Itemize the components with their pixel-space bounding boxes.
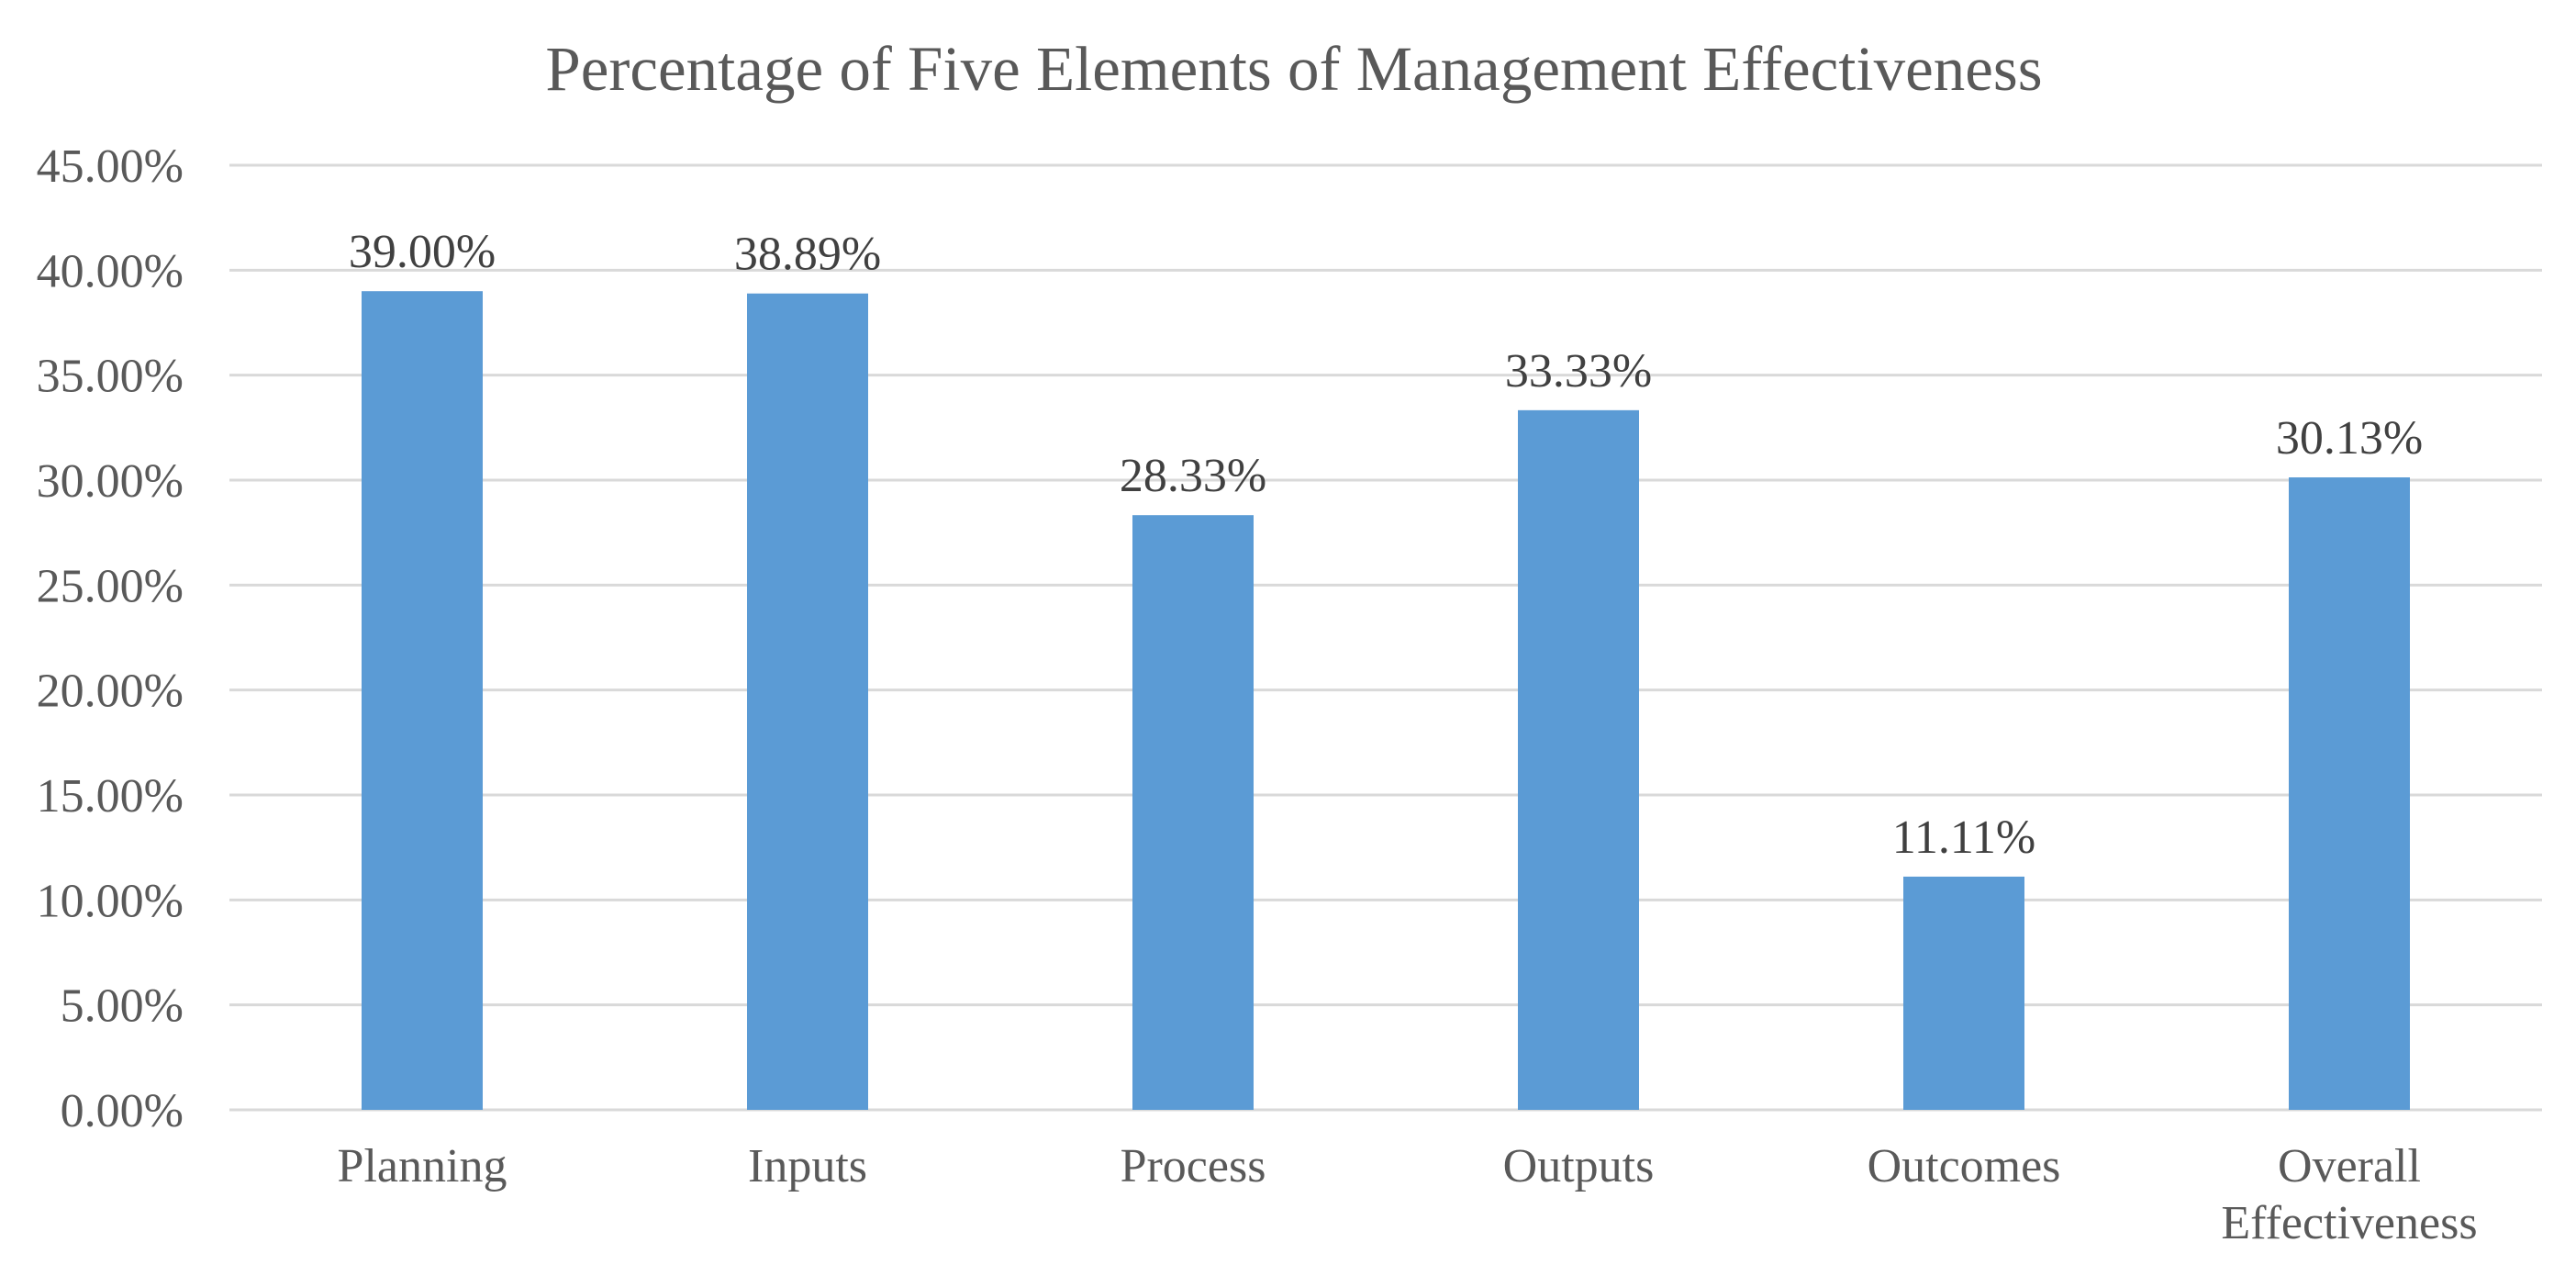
bar-overall-effectiveness bbox=[2289, 477, 2410, 1110]
x-category-label: Planning bbox=[338, 1140, 507, 1192]
data-label: 30.13% bbox=[2276, 412, 2423, 465]
y-axis-tick-labels: 0.00% 5.00% 10.00% 15.00% 20.00% 25.00% 30.00%… bbox=[37, 140, 184, 1137]
y-tick-label: 0.00% bbox=[61, 1085, 184, 1137]
data-label: 38.89% bbox=[734, 229, 881, 281]
y-tick-label: 10.00% bbox=[37, 875, 184, 927]
data-labels: 39.00% 38.89% 28.33% 33.33% 11.11% 30.13% bbox=[349, 226, 2423, 864]
bar-outputs bbox=[1518, 409, 1639, 1110]
y-tick-label: 5.00% bbox=[61, 980, 184, 1033]
chart-title: Percentage of Five Elements of Managemen… bbox=[545, 34, 2042, 104]
data-label: 39.00% bbox=[349, 226, 496, 278]
y-tick-label: 35.00% bbox=[37, 351, 184, 403]
bar-outcomes bbox=[1903, 876, 2024, 1110]
y-tick-label: 45.00% bbox=[37, 140, 184, 193]
x-category-label: Process bbox=[1121, 1140, 1266, 1192]
data-label: 11.11% bbox=[1892, 811, 2035, 864]
x-category-label: Outcomes bbox=[1868, 1140, 2061, 1192]
y-tick-label: 25.00% bbox=[37, 560, 184, 612]
x-category-label: Inputs bbox=[748, 1140, 867, 1192]
bars bbox=[362, 291, 2410, 1110]
bar-planning bbox=[362, 291, 483, 1110]
x-category-label: Overall Effectiveness bbox=[2221, 1140, 2477, 1249]
data-label: 33.33% bbox=[1505, 345, 1652, 397]
bar-process bbox=[1132, 515, 1254, 1110]
x-category-label: Outputs bbox=[1503, 1140, 1655, 1192]
data-label: 28.33% bbox=[1120, 450, 1266, 502]
y-tick-label: 15.00% bbox=[37, 770, 184, 823]
bar-inputs bbox=[747, 293, 868, 1110]
x-axis-category-labels: Planning Inputs Process Outputs Outcomes Over… bbox=[338, 1140, 2478, 1249]
y-tick-label: 30.00% bbox=[37, 455, 184, 508]
y-tick-label: 20.00% bbox=[37, 666, 184, 718]
gridlines bbox=[229, 163, 2542, 1112]
y-tick-label: 40.00% bbox=[37, 245, 184, 297]
